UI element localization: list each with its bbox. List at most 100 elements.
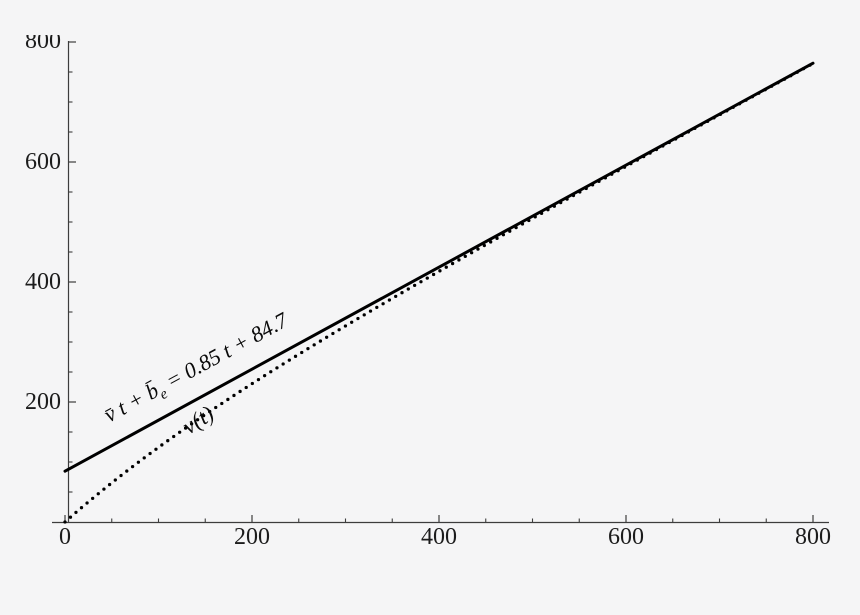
- vt-curve-dot: [356, 316, 360, 321]
- vt-curve-dot: [642, 154, 646, 159]
- vt-curve-dot: [250, 381, 254, 386]
- vt-curve-dot: [343, 324, 348, 328]
- vt-curve-dot: [183, 426, 188, 430]
- vt-curve-dot: [527, 218, 531, 223]
- vt-curve-dot: [172, 434, 176, 439]
- vt-curve-dot: [495, 236, 499, 241]
- vt-curve-dot: [300, 350, 304, 355]
- vt-curve-dot: [469, 251, 474, 255]
- vt-curve-dot: [189, 422, 194, 426]
- vt-curve-dot: [673, 137, 678, 141]
- vt-curve-dot: [350, 320, 354, 324]
- vt-curve-dot: [539, 211, 544, 215]
- vt-curve-dot: [559, 201, 563, 205]
- vt-curve-dot: [275, 366, 279, 370]
- vt-curve-dot: [394, 294, 398, 299]
- vt-curve-dot: [96, 492, 100, 496]
- vt-curve-dot: [362, 313, 366, 317]
- vt-curve-dot: [63, 520, 67, 524]
- vt-curve-dot: [482, 243, 486, 248]
- vt-curve-dot: [801, 67, 806, 71]
- vt-curve-dot: [375, 305, 379, 310]
- vt-curve-dot: [281, 362, 285, 366]
- vt-curve-dot: [533, 215, 537, 219]
- vt-curve-dot: [520, 222, 525, 226]
- vt-curve-dot: [244, 385, 248, 390]
- vt-curve-dot: [731, 105, 735, 109]
- vt-curve-dot: [610, 172, 614, 176]
- vt-curve-dot: [590, 183, 595, 187]
- vt-curve-dot: [686, 130, 691, 134]
- vt-curve-dot: [400, 291, 404, 295]
- vt-curve-dot: [501, 233, 506, 237]
- vt-curve-dot: [546, 208, 550, 212]
- vt-curve-dot: [406, 287, 410, 291]
- vt-curve-dot: [457, 258, 461, 262]
- vt-curve-dot: [438, 269, 442, 273]
- vt-curve-dot: [578, 190, 582, 194]
- vt-curve-dot: [648, 151, 652, 155]
- vt-curve-dot: [616, 169, 620, 173]
- vt-curve-dot: [757, 91, 761, 95]
- vt-curve-dot: [412, 283, 417, 288]
- vt-curve-dot: [744, 98, 748, 102]
- vt-curve-dot: [337, 328, 341, 332]
- vt-curve-dot: [68, 515, 73, 519]
- vt-curve-dot: [622, 165, 627, 169]
- vt-curve-dot: [508, 229, 512, 233]
- vt-curve-dot: [306, 347, 310, 351]
- vt-curve-dot: [584, 186, 588, 191]
- vt-curve-dot: [148, 451, 152, 456]
- vt-curve-dot: [725, 109, 729, 113]
- vt-curve-dot: [712, 116, 716, 120]
- vt-curve-dot: [79, 506, 84, 510]
- vt-curve-dot: [293, 354, 298, 358]
- vt-curve-dot: [661, 144, 665, 148]
- vt-curve-dot: [142, 456, 146, 460]
- vt-curve-dot: [571, 193, 576, 198]
- vt-curve-dot: [789, 74, 793, 78]
- vt-curve-dot: [718, 112, 723, 116]
- vt-curve-dot: [667, 140, 671, 145]
- vt-curve-dot: [476, 247, 480, 251]
- vt-curve-dot: [178, 430, 182, 434]
- vt-curve-dot: [226, 397, 230, 402]
- vt-curve-dot: [776, 81, 780, 85]
- vt-curve-dot: [737, 102, 742, 106]
- vt-curve-dot: [214, 405, 218, 410]
- vt-curve-dot: [325, 335, 329, 339]
- vt-curve-dot: [160, 443, 164, 447]
- vt-curve-dot: [635, 158, 639, 162]
- vt-curve-dot: [201, 414, 206, 418]
- vt-curve-dot: [782, 77, 787, 81]
- vt-curve-dot: [693, 126, 697, 131]
- vt-curve-dot: [419, 280, 423, 284]
- vt-curve-dot: [552, 204, 556, 208]
- vt-curve-dot: [603, 176, 607, 180]
- vt-curve-dot: [269, 370, 273, 374]
- vt-curve-dot: [425, 276, 429, 280]
- vt-curve-dot: [91, 496, 95, 500]
- vt-curve-dot: [195, 418, 200, 422]
- vt-curve-dot: [119, 473, 123, 478]
- vt-curve-dot: [107, 482, 112, 487]
- vt-curve-dot: [699, 123, 703, 127]
- vt-curve-dot: [136, 460, 141, 464]
- vt-curve-dot: [463, 254, 467, 258]
- vt-curve-dot: [262, 374, 267, 378]
- vt-curve-dot: [154, 447, 158, 451]
- vt-curve-dot: [102, 487, 106, 491]
- vt-curve-dot: [85, 501, 89, 505]
- vt-curve-dot: [238, 389, 242, 394]
- vt-curve-dot: [232, 393, 236, 398]
- vt-curve-dot: [125, 469, 129, 473]
- vt-curve-dot: [629, 162, 633, 166]
- vt-curve-dot: [381, 302, 385, 306]
- vt-curve-dot: [368, 309, 373, 313]
- vt-curve-dot: [331, 331, 335, 336]
- vt-curve-dot: [769, 84, 774, 88]
- vt-curve-dot: [795, 70, 799, 74]
- vt-curve-dot: [680, 133, 684, 138]
